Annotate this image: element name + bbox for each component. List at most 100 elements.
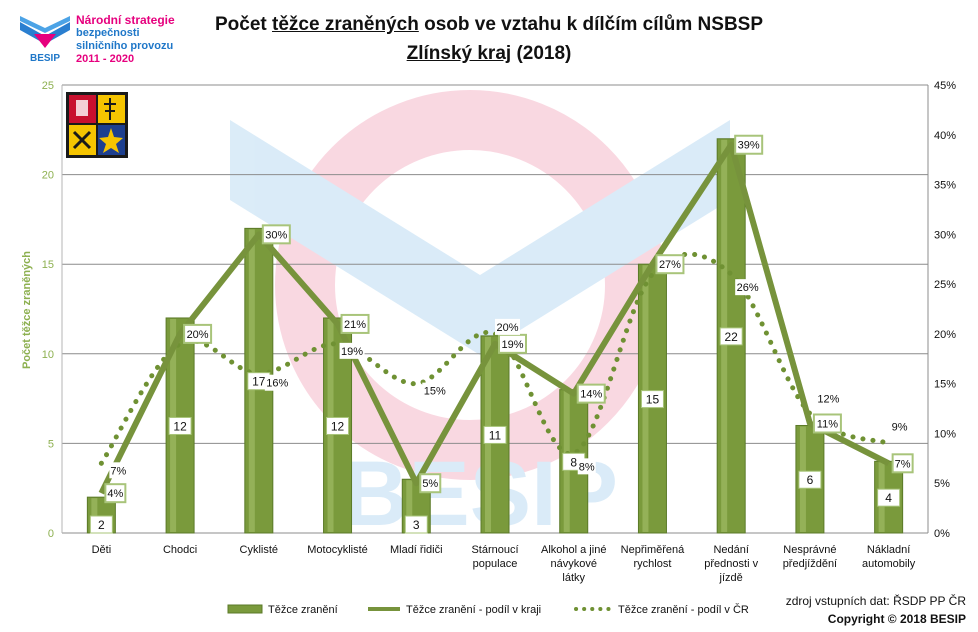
legend-label-cz: Těžce zranění - podíl v ČR [618,603,749,616]
logo-line-3: silničního provozu [76,40,174,52]
y2-tick-label-1: 5% [934,478,950,490]
bar-label-0: 2 [98,518,105,532]
bar-label-box-9 [798,470,822,489]
bar-label-box-4 [404,515,428,534]
bar-value-labels: 2 12 17 12 3 11 8 15 22 6 4 [89,327,901,534]
cz-label-bg-10 [890,418,909,435]
region-label-9: 11% [817,418,838,430]
cz-label-6: 8% [579,461,595,473]
besip-logo-icon: BESIP [20,16,70,64]
cz-label-bg-9 [815,390,841,407]
x-tick-label-8-0: Nedání [713,544,748,556]
region-label-6: 14% [580,389,602,401]
x-tick-label-10-1: automobily [862,558,916,570]
region-label-box-4 [419,473,442,494]
y2-tick-label-4: 20% [934,329,956,341]
x-tick-label-9-0: Nesprávné [783,544,836,556]
region-share-line [98,141,890,495]
legend-item-region: Těžce zranění - podíl v kraji [368,604,541,616]
x-tick-label-2-0: Cyklisté [240,544,279,556]
logo-brand: BESIP [30,53,60,64]
bar-label-box-3 [326,416,350,435]
region-label-box-6 [576,383,606,404]
x-tick-label-6-1: návykové [550,558,596,570]
region-label-7: 27% [659,259,681,271]
bar-label-6: 8 [570,455,577,469]
region-label-box-0 [104,483,127,504]
cz-share-labels: 7% 16% 19% 15% 20% 8% 26% 12% 9% [109,279,909,479]
bar-label-2: 17 [252,375,266,389]
bar-label-5: 11 [489,428,502,442]
cz-label-bg-8 [735,279,761,296]
bar-label-box-1 [168,416,192,435]
region-label-3: 21% [344,319,366,331]
bar-label-box-8 [719,327,743,346]
cz-label-bg-4 [422,382,448,399]
y-tick-label-3: 15 [42,259,54,271]
region-label-5: 19% [501,339,523,351]
x-tick-label-1-0: Chodci [163,544,197,556]
region-label-box-10 [891,453,914,474]
cz-label-bg-3 [339,342,365,359]
x-axis: Děti Chodci Cyklisté Motocyklisté Mladí řidi… [92,544,916,584]
bar-label-box-5 [483,425,507,444]
x-tick-label-7-0: Nepřiměřená [621,544,685,556]
cz-label-3: 19% [341,346,363,358]
cz-label-0: 7% [110,465,126,477]
bar-label-7: 15 [646,393,660,407]
x-tick-label-4-0: Mladí řidiči [390,544,443,556]
legend-label-bars: Těžce zranění [268,604,338,616]
source-note: zdroj vstupních dat: ŘSDP PP ČR [785,594,966,608]
y2-tick-label-0: 0% [934,528,950,540]
y-axis-right: 0% 5% 10% 15% 20% 25% 30% 35% 40% 45% [934,80,956,540]
y2-tick-label-8: 40% [934,130,956,142]
chart-title: Počet těžce zraněných osob ve vztahu k d… [0,14,978,36]
x-tick-label-3-0: Motocyklisté [307,544,368,556]
x-tick-label-6-0: Alkohol a jiné [541,544,606,556]
coat-of-arms-icon [66,92,128,158]
y2-tick-label-6: 30% [934,229,956,241]
region-label-box-9 [812,413,842,434]
y2-tick-label-3: 15% [934,379,956,391]
region-label-box-7 [655,254,685,275]
cz-label-9: 12% [817,394,839,406]
y-axis-left: 0 5 10 15 20 25 [42,80,54,540]
subtitle-part-2: (2018) [511,43,572,64]
title-part-3: osob ve vztahu k dílčím cílům NSBSP [418,14,764,35]
legend-label-region: Těžce zranění - podíl v kraji [406,604,541,616]
bar-label-3: 12 [331,419,345,433]
bar-label-4: 3 [413,518,420,532]
region-label-box-8 [734,134,764,155]
region-label-box-2 [261,224,291,245]
cz-label-2: 16% [266,378,288,390]
x-tick-label-10-0: Nákladní [867,544,910,556]
x-tick-label-5-1: populace [473,558,518,570]
cz-label-4: 15% [424,386,446,398]
region-label-8: 39% [738,140,760,152]
region-label-box-3 [340,313,370,334]
x-tick-label-8-2: jízdě [719,572,743,584]
region-share-path [98,141,890,495]
y-tick-label-2: 10 [42,349,54,361]
cz-label-bg-6 [577,458,596,475]
region-label-1: 20% [187,329,209,341]
x-tick-label-5-0: Stárnoucí [471,544,518,556]
cz-label-8: 26% [737,282,759,294]
y2-tick-label-9: 45% [934,80,956,92]
y2-tick-label-2: 10% [934,428,956,440]
region-label-2: 30% [265,229,287,241]
bar-label-box-7 [640,390,664,409]
cz-label-bg-0 [109,462,128,479]
region-label-box-1 [183,323,213,344]
y-tick-label-1: 5 [48,438,54,450]
subtitle-part-1: Zlínský kraj [406,43,512,64]
y2-tick-label-5: 25% [934,279,956,291]
cz-label-bg-2 [264,374,290,391]
copyright-note: Copyright © 2018 BESIP [827,612,966,626]
chart-subtitle: Zlínský kraj (2018) [0,43,978,65]
logo-line-1: Národní strategie [76,13,175,27]
y-tick-label-0: 0 [48,528,54,540]
bar-highlight-0 [91,498,98,532]
